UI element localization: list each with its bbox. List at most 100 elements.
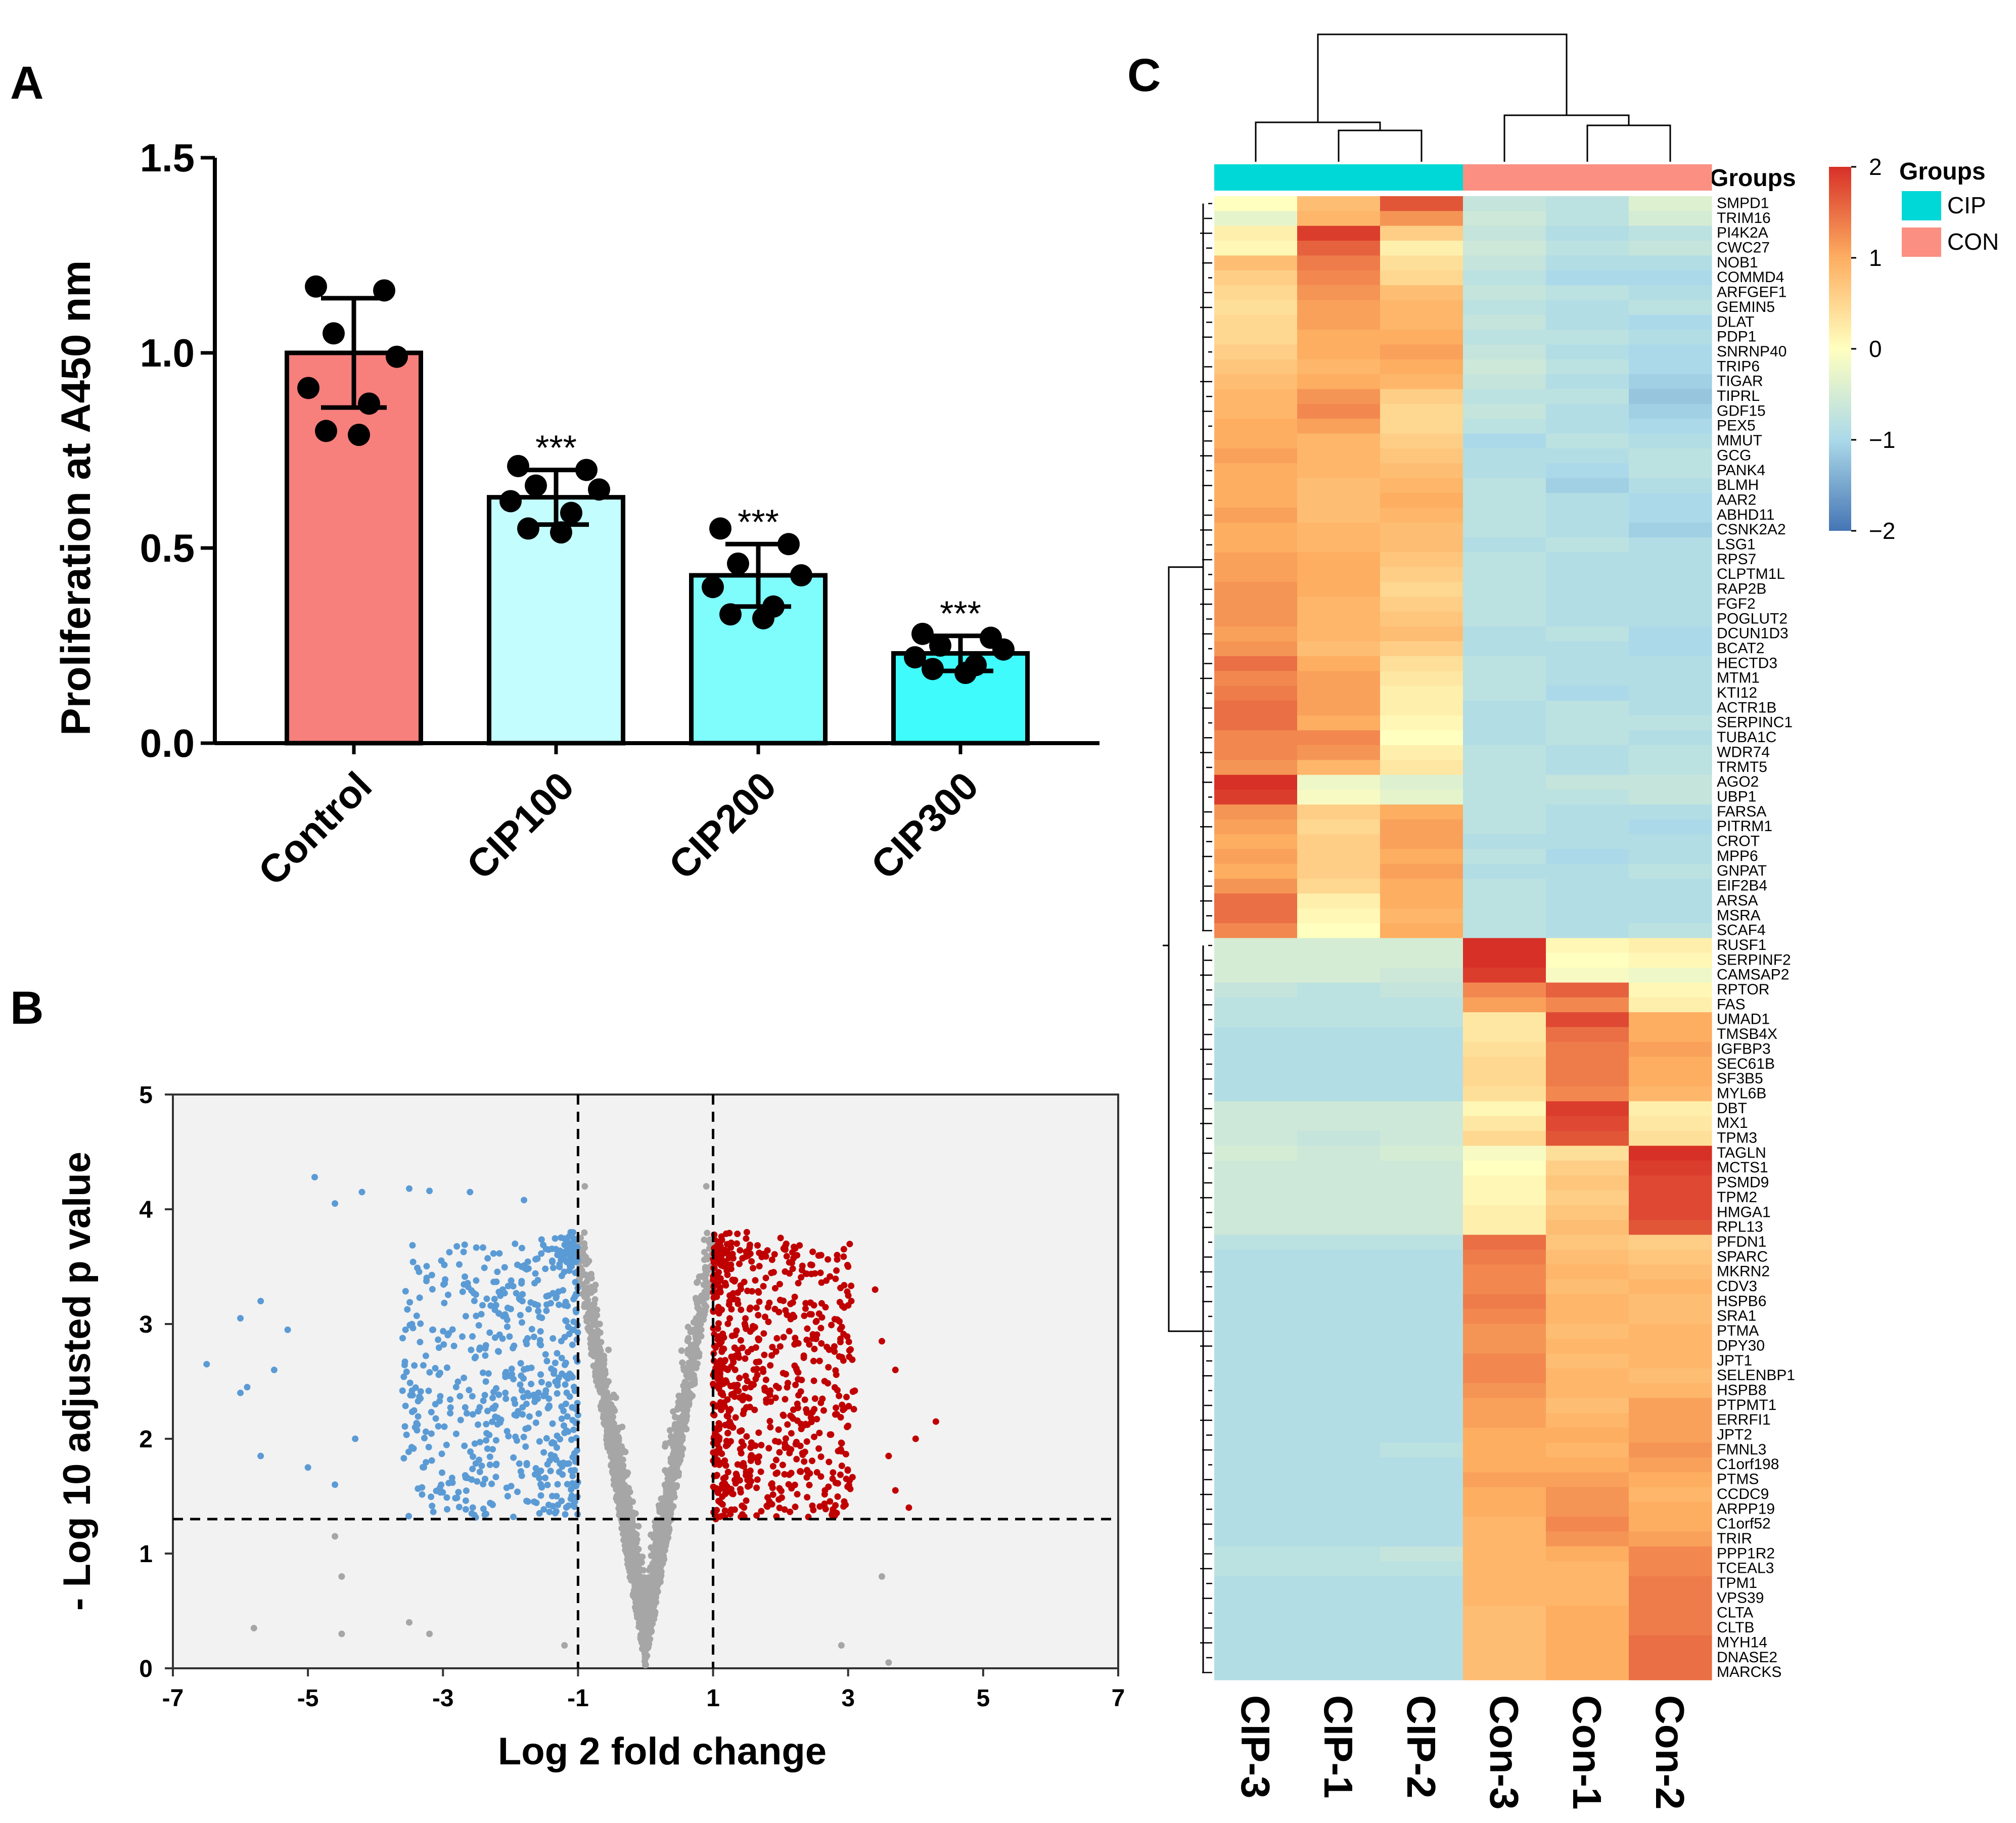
volcano-point-down (257, 1298, 264, 1305)
legend-swatch-con (1902, 227, 1941, 257)
heatmap-cell (1546, 1220, 1629, 1236)
volcano-point-down (549, 1420, 556, 1427)
volcano-point-up (798, 1377, 805, 1384)
volcano-point-down (570, 1426, 577, 1433)
heatmap-cell (1546, 359, 1629, 375)
volcano-point-down (532, 1465, 539, 1472)
volcano-point-down (484, 1407, 491, 1415)
heatmap-cell (1629, 419, 1712, 434)
heatmap-cell (1463, 567, 1546, 582)
volcano-point-ns (622, 1536, 629, 1543)
volcano-point-down (471, 1354, 478, 1361)
heatmap-cell (1463, 285, 1546, 301)
heatmap-cell (1463, 1398, 1546, 1414)
volcano-point-down (519, 1291, 526, 1298)
group-bar-cell-cip (1214, 164, 1298, 191)
volcano-point-down (459, 1333, 466, 1340)
volcano-point-up (817, 1269, 824, 1277)
heatmap-cell (1546, 255, 1629, 271)
volcano-point-down (502, 1313, 510, 1320)
volcano-point-down (417, 1388, 424, 1395)
volcano-point-down (469, 1333, 476, 1340)
heatmap-cell (1297, 1249, 1381, 1265)
volcano-point-down (510, 1513, 517, 1520)
heatmap-cell (1463, 1383, 1546, 1398)
volcano-point-down (447, 1404, 454, 1411)
volcano-point-up (892, 1366, 899, 1374)
heatmap-cell (1214, 879, 1298, 894)
heatmap-column-label: CIP-3 (1233, 1695, 1278, 1799)
volcano-point-down (571, 1450, 578, 1457)
heatmap-cell (1297, 522, 1381, 538)
volcano-point-down (478, 1462, 485, 1469)
heatmap-cell (1380, 241, 1463, 256)
volcano-point-down (532, 1270, 539, 1277)
volcano-point-down (284, 1326, 291, 1333)
volcano-point-up (820, 1407, 827, 1414)
heatmap-cell (1546, 567, 1629, 582)
volcano-point-down (480, 1481, 487, 1488)
heatmap-cell (1629, 656, 1712, 671)
heatmap-cell (1463, 403, 1546, 419)
volcano-point-ns (693, 1345, 700, 1352)
heatmap-cell (1546, 879, 1629, 894)
volcano-point-down (420, 1362, 427, 1369)
heatmap-cell (1380, 730, 1463, 746)
volcano-point-down (428, 1408, 435, 1416)
volcano-point-up (816, 1503, 823, 1510)
volcano-point-ns (628, 1524, 635, 1531)
heatmap-cell (1214, 389, 1298, 404)
heatmap-cell (1463, 359, 1546, 375)
data-point (358, 392, 380, 415)
volcano-point-up (813, 1331, 820, 1338)
volcano-point-up (728, 1353, 735, 1360)
colorbar-tick-label: 2 (1869, 154, 1882, 180)
heatmap-cell (1463, 1294, 1546, 1309)
heatmap-row-label: MARCKS (1717, 1664, 1781, 1680)
heatmap-cell (1297, 1501, 1381, 1517)
volcano-point-up (791, 1243, 798, 1250)
heatmap-cell (1629, 1398, 1712, 1414)
heatmap-cell (1297, 1457, 1381, 1473)
heatmap-cell (1546, 997, 1629, 1013)
volcano-point-ns (885, 1659, 892, 1666)
data-point (588, 478, 610, 501)
heatmap-cell (1297, 1338, 1381, 1354)
volcano-point-down (492, 1414, 499, 1421)
volcano-point-down (480, 1506, 487, 1513)
volcano-point-up (776, 1343, 784, 1350)
volcano-point-down (332, 1481, 339, 1488)
volcano-point-down (561, 1429, 568, 1436)
volcano-point-up (746, 1241, 753, 1248)
volcano-point-down (557, 1460, 564, 1467)
volcano-point-down (526, 1413, 533, 1420)
heatmap-panel: Groups Groups CIP CON SMPD1TRIM16PI4K2AC… (1163, 33, 1999, 1810)
heatmap-cell (1463, 1175, 1546, 1191)
heatmap-cell (1214, 314, 1298, 330)
volcano-point-ns (636, 1572, 643, 1579)
heatmap-cell (1297, 285, 1381, 301)
volcano-point-down (403, 1431, 410, 1438)
volcano-point-up (719, 1493, 726, 1500)
volcano-point-down (528, 1326, 535, 1333)
volcano-point-down (569, 1404, 576, 1411)
heatmap-row-label: JPT2 (1717, 1427, 1752, 1443)
volcano-point-up (792, 1503, 799, 1511)
volcano-point-up (845, 1422, 852, 1429)
heatmap-row-label: TUBA1C (1717, 729, 1776, 746)
volcano-point-up (753, 1512, 760, 1519)
heatmap-cell (1297, 923, 1381, 939)
volcano-point-down (571, 1237, 578, 1244)
volcano-point-up (807, 1261, 814, 1268)
heatmap-cell (1214, 730, 1298, 746)
heatmap-cell (1546, 1650, 1629, 1666)
heatmap-row-label: CSNK2A2 (1717, 521, 1786, 538)
heatmap-cell (1546, 849, 1629, 864)
volcano-point-up (764, 1494, 771, 1501)
x-tick-label: -7 (162, 1685, 184, 1712)
heatmap-row-label: CDV3 (1717, 1278, 1757, 1295)
volcano-point-ns (657, 1570, 664, 1577)
volcano-point-up (797, 1468, 804, 1475)
volcano-point-up (772, 1470, 780, 1477)
heatmap-row-label: RUSF1 (1717, 937, 1766, 953)
